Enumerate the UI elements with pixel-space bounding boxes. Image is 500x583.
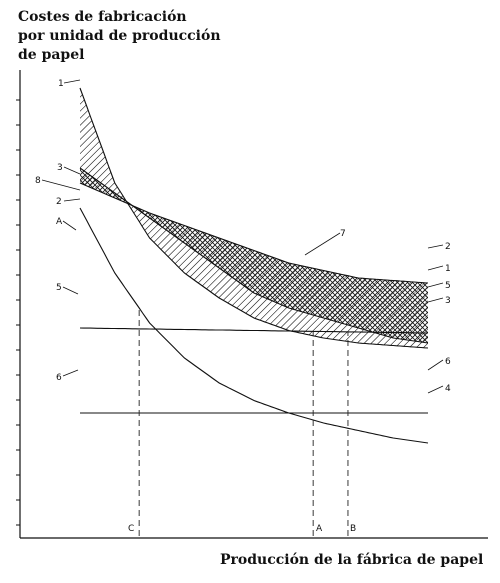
label-curve-A-left: A: [56, 217, 63, 227]
series-line-1: [79, 87, 429, 349]
label-curve-1-right: 1: [445, 264, 451, 274]
series-line-2: [79, 182, 429, 284]
label-curve-3-left: 3: [57, 163, 63, 173]
label-curve-6-right: 6: [445, 357, 451, 367]
series-line-5: [79, 327, 428, 334]
label-curve-8: 8: [35, 176, 41, 186]
series-line-3: [79, 167, 429, 344]
y-axis-label-line-3: de papel: [18, 47, 85, 63]
y-axis-ticks: [16, 99, 20, 526]
hatched-band-curve2-curve1: [80, 88, 428, 348]
label-curve-7: 7: [340, 229, 346, 239]
x-axis-label: Producción de la fábrica de papel: [220, 552, 484, 568]
label-curve-2-right: 2: [445, 242, 451, 252]
y-axis-label-line-2: por unidad de producción: [18, 28, 221, 44]
label-leaders: [41, 79, 444, 394]
marker-label-b: B: [350, 524, 356, 534]
label-curve-1-left: 1: [58, 79, 64, 89]
label-curve-4-right: 4: [445, 384, 451, 394]
label-curve-3-right: 3: [445, 296, 451, 306]
label-curve-5-left: 5: [56, 283, 62, 293]
series-line-4: [79, 207, 429, 444]
y-axis-label-line-1: Costes de fabricación: [18, 9, 187, 25]
y-axis-label: Costes de fabricación por unidad de prod…: [18, 8, 248, 65]
label-curve-5-right: 5: [445, 281, 451, 291]
label-curve-2-left: 2: [56, 197, 62, 207]
label-curve-6-left: 6: [56, 373, 62, 383]
marker-label-c: C: [128, 524, 134, 534]
marker-label-a: A: [316, 524, 323, 534]
